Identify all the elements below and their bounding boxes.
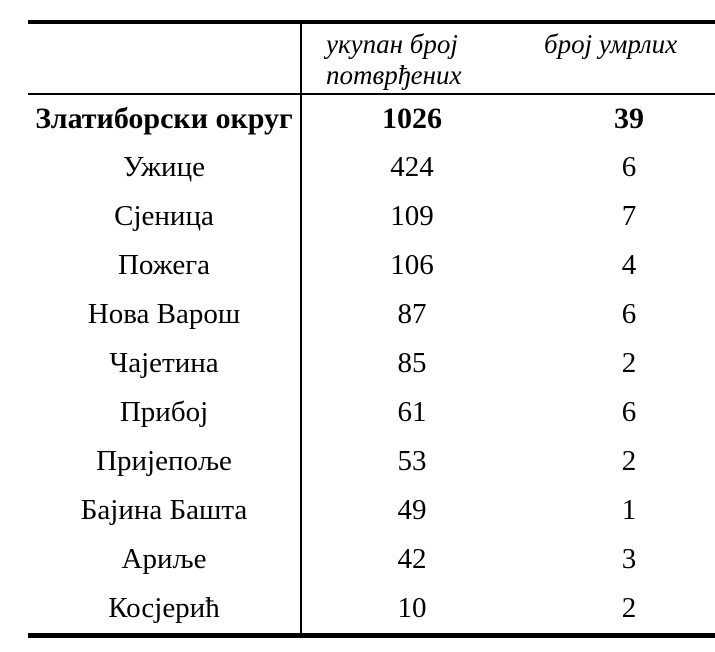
table-row: Чајетина 85 2 — [28, 339, 715, 388]
header-confirmed-line2: потврђених — [326, 60, 462, 90]
row-deaths-count: 6 — [621, 298, 637, 330]
table-row: Прибој 61 6 — [28, 388, 715, 437]
row-deaths-count: 39 — [614, 102, 644, 135]
row-deaths-count: 6 — [621, 396, 637, 428]
row-region-name: Ужице — [28, 143, 302, 192]
row-confirmed-count: 424 — [390, 151, 434, 183]
table-row: Ариље 42 3 — [28, 535, 715, 584]
row-confirmed-count: 1026 — [382, 102, 442, 135]
table-header: укупан број потврђених број умрлих — [28, 22, 715, 95]
table-body: Златиборски округ 1026 39 Ужице 424 6 Сјеница 1… — [28, 94, 715, 636]
row-region-name: Сјеница — [28, 192, 302, 241]
row-region-name: Чајетина — [28, 339, 302, 388]
row-confirmed-count: 10 — [397, 592, 427, 624]
table-row: Ужице 424 6 — [28, 143, 715, 192]
header-region — [28, 22, 302, 95]
row-confirmed-count: 106 — [390, 249, 434, 281]
table-row: Пожега 106 4 — [28, 241, 715, 290]
row-deaths-count: 2 — [621, 347, 637, 379]
row-deaths-count: 3 — [621, 543, 637, 575]
table-row: Сјеница 109 7 — [28, 192, 715, 241]
covid-stats-table: укупан број потврђених број умрлих Злати… — [28, 20, 715, 638]
row-region-name: Ариље — [28, 535, 302, 584]
row-region-name: Пријепоље — [28, 437, 302, 486]
row-deaths-count: 7 — [621, 200, 637, 232]
table-row: Нова Варош 87 6 — [28, 290, 715, 339]
row-region-name: Пожега — [28, 241, 302, 290]
header-confirmed: укупан број потврђених — [301, 22, 522, 95]
row-confirmed-count: 85 — [397, 347, 427, 379]
row-region-name: Косјерић — [28, 584, 302, 636]
row-deaths-count: 4 — [621, 249, 637, 281]
row-deaths-count: 2 — [621, 445, 637, 477]
table-row: Бајина Башта 49 1 — [28, 486, 715, 535]
row-region-name: Нова Варош — [28, 290, 302, 339]
row-deaths-count: 6 — [621, 151, 637, 183]
row-confirmed-count: 49 — [397, 494, 427, 526]
row-confirmed-count: 42 — [397, 543, 427, 575]
row-confirmed-count: 61 — [397, 396, 427, 428]
table-row: Косјерић 10 2 — [28, 584, 715, 636]
row-confirmed-count: 87 — [397, 298, 427, 330]
row-confirmed-count: 109 — [390, 200, 434, 232]
row-deaths-count: 1 — [621, 494, 637, 526]
row-region-name: Бајина Башта — [28, 486, 302, 535]
summary-row: Златиборски округ 1026 39 — [28, 94, 715, 143]
header-deaths: број умрлих — [522, 22, 715, 95]
header-row: укупан број потврђених број умрлих — [28, 22, 715, 95]
header-confirmed-line1: укупан број — [326, 29, 458, 59]
table-row: Пријепоље 53 2 — [28, 437, 715, 486]
row-region-name: Прибој — [28, 388, 302, 437]
row-deaths-count: 2 — [621, 592, 637, 624]
row-region-name: Златиборски округ — [28, 94, 302, 143]
row-confirmed-count: 53 — [397, 445, 427, 477]
